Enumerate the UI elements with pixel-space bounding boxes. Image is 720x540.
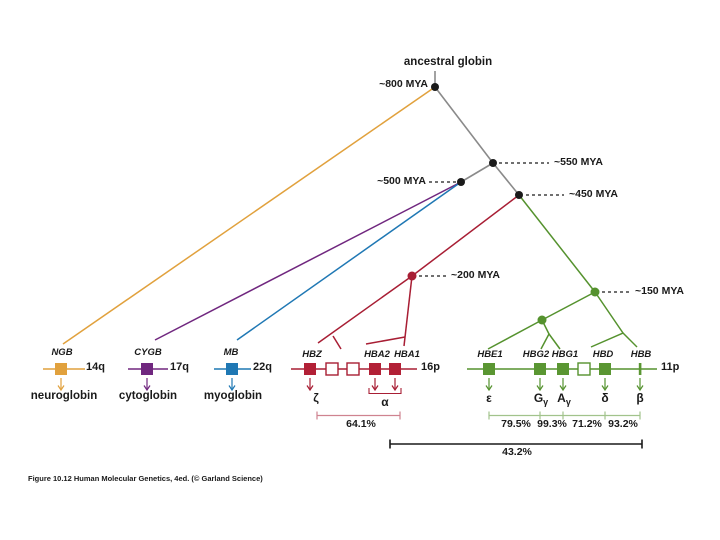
node-dot-500mya	[457, 178, 465, 186]
gene-box-hbg1	[557, 363, 569, 375]
identity-label-gamma-gamma: 99.3%	[537, 418, 567, 430]
dashed-date-connectors	[419, 162, 630, 293]
product-label-epsilon: ε	[486, 391, 492, 405]
gene-label-hbg1: HBG1	[551, 349, 579, 360]
gamma-a-main: A	[557, 391, 566, 405]
product-label-gamma-g: Gγ	[533, 391, 549, 408]
gene-label-hbd: HBD	[592, 349, 614, 360]
chromosome-label-17q: 17q	[170, 361, 189, 373]
gamma-a-sub: γ	[565, 397, 571, 407]
node-label-500mya: ~500 MYA	[377, 175, 426, 187]
arrow-down-hbg1	[559, 378, 567, 392]
branch-alpha-cluster	[317, 194, 520, 350]
arrow-down-hbe1	[485, 378, 493, 392]
arrow-down-hbb	[636, 378, 644, 392]
gene-label-hba2: HBA2	[364, 349, 390, 360]
arrow-down-hbg2	[536, 378, 544, 392]
gene-box-mb	[226, 363, 238, 375]
product-label-alpha: α	[381, 395, 389, 409]
branch-myoglobin	[236, 181, 462, 341]
arrow-down-mb	[228, 378, 236, 392]
figure-caption: Figure 10.12 Human Molecular Genetics, 4…	[28, 474, 263, 483]
node-label-550mya: ~550 MYA	[554, 156, 603, 168]
node-label-800mya: ~800 MYA	[379, 78, 428, 90]
alpha-cluster-chromosome	[291, 362, 417, 420]
node-dot-150mya	[590, 287, 600, 297]
branch-beta-cluster	[487, 194, 638, 350]
node-label-450mya: ~450 MYA	[569, 188, 618, 200]
gene-label-cygb: CYGB	[134, 347, 162, 358]
chromosome-label-14q: 14q	[86, 361, 105, 373]
arrow-down-hbd	[601, 378, 609, 392]
chromosome-label-16p: 16p	[421, 361, 440, 373]
arrow-down-ngb	[57, 378, 65, 392]
product-label-gamma-a: Aγ	[557, 391, 571, 408]
identity-label-alpha-beta: 43.2%	[502, 446, 532, 458]
identity-bracket-alpha-beta	[389, 439, 643, 449]
node-dot-gamma-split	[537, 315, 547, 325]
identity-bracket-beta	[488, 411, 641, 420]
cygb-locus	[128, 363, 168, 392]
tree-trunk-lines	[434, 71, 520, 196]
divergence-nodes	[407, 83, 600, 325]
gene-label-hba1: HBA1	[394, 349, 420, 360]
gene-box-hbz	[304, 363, 316, 375]
identity-label-eps-gamma: 79.5%	[501, 418, 531, 430]
protein-label-neuroglobin: neuroglobin	[30, 390, 98, 402]
pseudogene-box-alpha-2	[346, 362, 360, 376]
ngb-locus	[43, 363, 85, 392]
chromosome-label-11p: 11p	[661, 361, 680, 373]
gene-label-hbz: HBZ	[302, 349, 322, 360]
branch-cytoglobin	[154, 181, 462, 341]
gene-box-hba1	[389, 363, 401, 375]
chromosome-label-22q: 22q	[253, 361, 272, 373]
gene-label-hbg2: HBG2	[522, 349, 550, 360]
gene-label-hbe1: HBE1	[477, 349, 503, 360]
node-dot-450mya	[515, 191, 523, 199]
branch-neuroglobin	[62, 86, 436, 345]
arrow-down-hbz	[306, 378, 314, 392]
pseudogene-box-beta-1	[577, 362, 591, 376]
gene-box-hbg2	[534, 363, 546, 375]
gene-box-cygb	[141, 363, 153, 375]
gene-label-hbb: HBB	[630, 349, 652, 360]
identity-label-alpha: 64.1%	[346, 418, 376, 430]
node-dot-550mya	[489, 159, 497, 167]
pseudogene-box-alpha-1	[325, 362, 339, 376]
gene-box-hbe1	[483, 363, 495, 375]
gene-box-hbd	[599, 363, 611, 375]
gene-box-hba2	[369, 363, 381, 375]
identity-bracket-alpha	[316, 411, 401, 420]
mb-locus	[214, 363, 251, 392]
gamma-g-sub: γ	[543, 397, 549, 407]
node-dot-200mya	[407, 271, 417, 281]
gamma-g-main: G	[533, 391, 544, 405]
product-label-delta: δ	[601, 391, 609, 405]
node-label-150mya: ~150 MYA	[635, 285, 684, 297]
alpha-product-bracket	[368, 388, 402, 395]
protein-label-cytoglobin: cytoglobin	[118, 390, 178, 402]
node-dot-800mya	[431, 83, 439, 91]
product-label-beta: β	[636, 391, 644, 405]
gene-tick-hbb	[638, 363, 642, 375]
beta-cluster-chromosome	[467, 362, 657, 420]
protein-label-myoglobin: myoglobin	[203, 390, 263, 402]
arrow-down-cygb	[143, 378, 151, 392]
arrow-down-hba1	[391, 378, 399, 392]
gene-box-ngb	[55, 363, 67, 375]
identity-label-gamma-delta: 71.2%	[572, 418, 602, 430]
gene-label-mb: MB	[223, 347, 239, 358]
root-label: ancestral globin	[403, 56, 493, 68]
identity-label-delta-beta: 93.2%	[608, 418, 638, 430]
node-label-200mya: ~200 MYA	[451, 269, 500, 281]
arrow-down-hba2	[371, 378, 379, 392]
gene-label-ngb: NGB	[51, 347, 73, 358]
product-label-zeta: ζ	[313, 391, 319, 405]
